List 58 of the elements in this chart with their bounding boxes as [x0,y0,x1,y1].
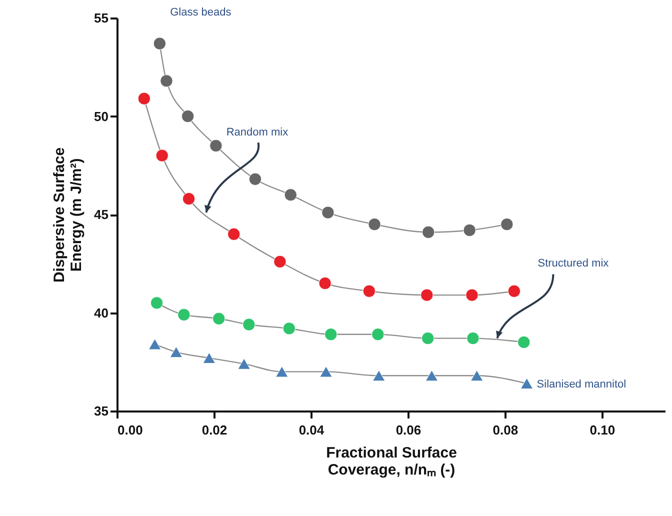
point [282,322,296,335]
x-tick-label: 0.10 [590,422,616,438]
point [148,338,162,350]
y-tick-label: 40 [94,305,108,320]
point [372,370,386,382]
point [182,192,196,206]
point [153,37,166,50]
point [242,318,256,331]
x-tick-label: 0.04 [298,422,325,438]
point [470,370,484,382]
y-tick-label: 55 [94,10,108,26]
point [178,308,190,322]
x-tick-label: 0.08 [492,422,518,438]
y-tick-label: 45 [94,207,108,222]
point [508,284,521,298]
y-tick-label: 50 [94,108,108,124]
point [160,74,173,88]
series-label: Glass beads [170,6,232,19]
point [228,228,240,241]
point [284,188,297,202]
annotation: Random mix [226,126,289,139]
point [276,366,288,378]
point [181,110,194,123]
point [210,139,222,152]
point [520,378,534,390]
point [362,284,376,298]
point [420,288,434,302]
y-axis-title: Dispersive Surface Energy (m J/m²) [51,147,86,283]
x-axis-title: Fractional Surface Coverage, n/nₘ (-) [326,444,457,478]
point [138,92,151,105]
point [202,352,216,364]
point [368,218,381,231]
point [466,332,480,345]
annotation: Structured mix [538,257,610,270]
point [518,336,530,349]
point [500,218,514,231]
point [466,288,478,302]
point [372,328,384,341]
point [274,255,286,268]
point [170,346,183,358]
point [422,226,435,239]
point [238,358,250,370]
point [324,328,338,341]
point [156,149,168,162]
point [320,366,332,378]
x-tick-label: 0.02 [202,422,228,438]
x-tick-label: 0.06 [396,422,422,438]
point [212,312,226,326]
x-tick-label: 0.00 [118,422,143,438]
series-label: Silanised mannitol [536,378,626,390]
point [463,224,476,237]
point [150,296,164,310]
point [421,332,434,345]
point [248,172,262,186]
y-tick-label: 35 [94,404,108,418]
point [318,276,332,290]
point [425,370,438,382]
point [322,206,334,219]
